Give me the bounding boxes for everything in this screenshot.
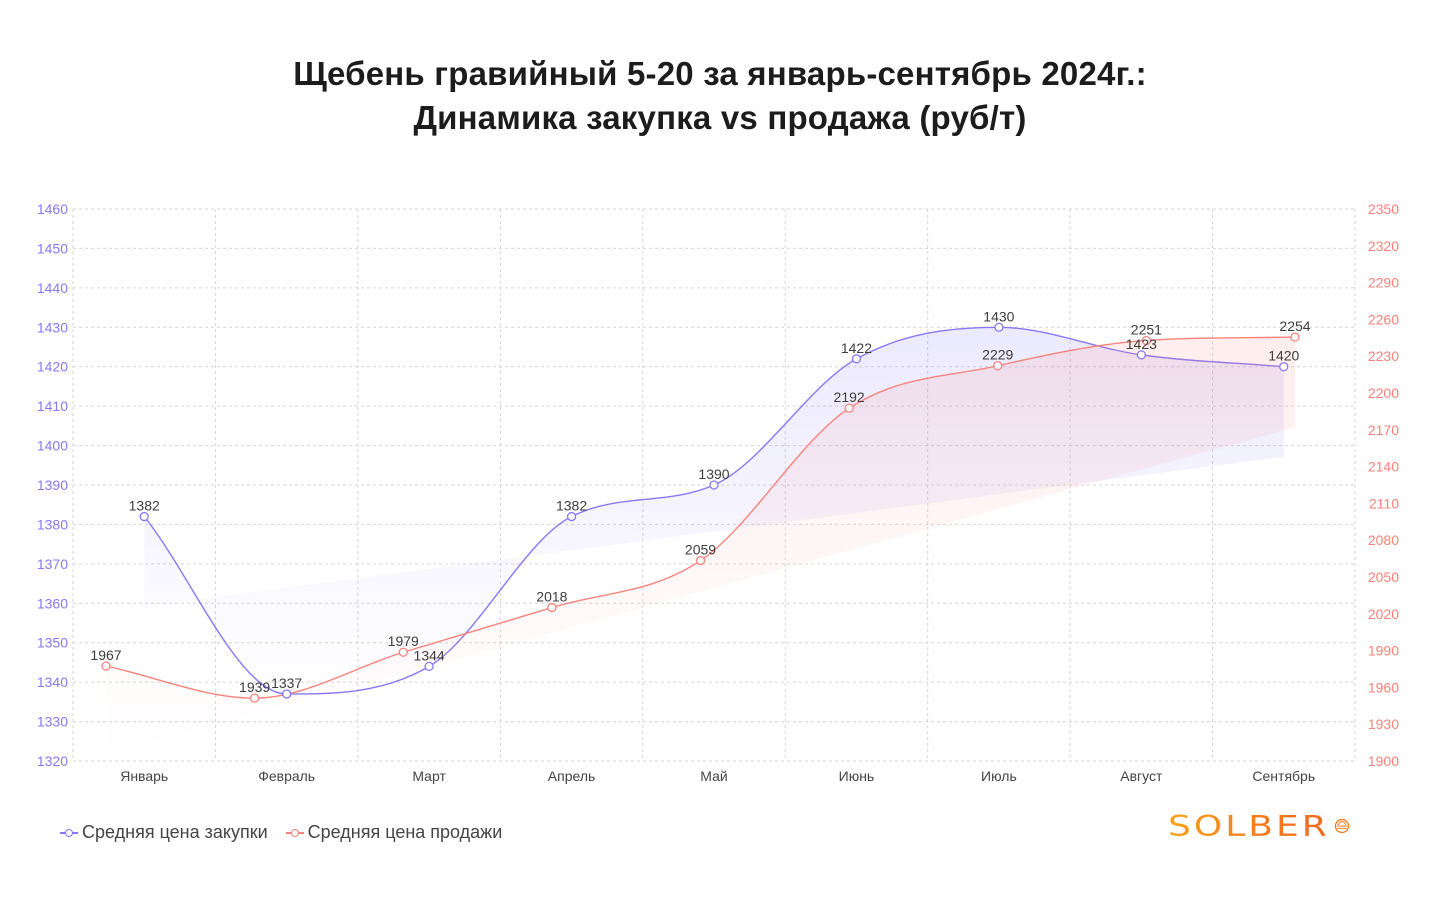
purchase-point[interactable] bbox=[709, 480, 719, 490]
y-left-tick-label: 1390 bbox=[37, 477, 68, 493]
y-axis-right: 2350 2320 2290 2260 2230 2200 2170 2140 2110 2080… bbox=[1368, 201, 1399, 769]
sale-line-marker-icon bbox=[285, 827, 304, 839]
sale-point[interactable] bbox=[1141, 335, 1152, 346]
sale-value-label: 2018 bbox=[536, 589, 567, 605]
y-right-tick-label: 1900 bbox=[1368, 753, 1399, 769]
y-right-tick-label: 1990 bbox=[1368, 643, 1399, 659]
sun-logo-icon bbox=[1334, 818, 1349, 834]
y-right-tick-label: 2110 bbox=[1369, 495, 1399, 511]
y-right-tick-label: 2050 bbox=[1368, 569, 1399, 585]
y-right-tick-label: 2080 bbox=[1368, 532, 1399, 548]
purchase-point[interactable] bbox=[424, 661, 434, 672]
sale-value-label: 2059 bbox=[685, 542, 716, 558]
sale-value-label: 2251 bbox=[1131, 322, 1162, 338]
legend: Средняя цена закупки Средняя цена продаж… bbox=[60, 822, 502, 843]
purchase-point[interactable] bbox=[139, 511, 149, 522]
purchase-value-label: 1344 bbox=[414, 647, 445, 663]
x-tick-label: Август bbox=[1120, 768, 1163, 784]
y-left-tick-label: 1350 bbox=[37, 635, 68, 651]
chart-title-line-2: Динамика закупка vs продажа (руб/т) bbox=[413, 99, 1027, 136]
y-left-tick-label: 1330 bbox=[37, 714, 68, 730]
x-tick-label: Июль bbox=[981, 768, 1017, 784]
legend-item-sale[interactable]: Средняя цена продажи bbox=[285, 822, 503, 843]
purchase-point[interactable] bbox=[282, 689, 292, 699]
y-left-tick-label: 1400 bbox=[37, 438, 68, 454]
grid-lines bbox=[72, 208, 1356, 762]
x-tick-label: Сентябрь bbox=[1252, 768, 1315, 784]
y-left-tick-label: 1340 bbox=[37, 674, 68, 690]
x-tick-label: Май bbox=[700, 768, 727, 784]
chart-title-line-1: Щебень гравийный 5-20 за январь-сентябрь… bbox=[293, 55, 1147, 92]
y-left-tick-label: 1360 bbox=[37, 595, 68, 611]
purchase-value-label: 1430 bbox=[983, 308, 1014, 324]
y-left-tick-label: 1450 bbox=[37, 240, 68, 256]
x-tick-label: Март bbox=[412, 768, 446, 784]
sale-value-label: 1939 bbox=[239, 679, 270, 695]
y-right-tick-label: 2260 bbox=[1368, 311, 1399, 327]
purchase-point[interactable] bbox=[566, 511, 577, 522]
y-left-tick-label: 1370 bbox=[37, 556, 68, 572]
sale-point[interactable] bbox=[993, 361, 1003, 371]
sale-value-label: 2192 bbox=[834, 389, 865, 405]
sale-value-label: 2254 bbox=[1279, 318, 1310, 334]
y-right-tick-label: 2140 bbox=[1368, 459, 1399, 475]
purchase-value-label: 1422 bbox=[841, 340, 872, 356]
purchase-point[interactable] bbox=[1279, 362, 1289, 372]
purchase-value-label: 1337 bbox=[271, 675, 302, 691]
legend-label-purchase: Средняя цена закупки bbox=[82, 822, 268, 842]
sale-point[interactable] bbox=[695, 555, 706, 566]
y-left-tick-label: 1420 bbox=[37, 359, 68, 375]
x-tick-label: Июнь bbox=[839, 768, 875, 784]
purchase-value-label: 1390 bbox=[698, 466, 729, 482]
sale-point[interactable] bbox=[547, 602, 557, 613]
y-right-tick-label: 2320 bbox=[1368, 238, 1399, 254]
y-right-tick-label: 1960 bbox=[1368, 679, 1399, 695]
x-tick-label: Январь bbox=[120, 768, 168, 784]
purchase-value-label: 1423 bbox=[1126, 336, 1157, 352]
sale-point[interactable] bbox=[101, 661, 111, 671]
purchase-point[interactable] bbox=[994, 322, 1004, 332]
y-right-tick-label: 2290 bbox=[1368, 275, 1399, 291]
legend-label-sale: Средняя цена продажи bbox=[307, 822, 503, 842]
purchase-point[interactable] bbox=[1136, 350, 1146, 360]
series-layer bbox=[101, 322, 1300, 756]
sale-point[interactable] bbox=[1290, 332, 1300, 342]
purchase-value-label: 1382 bbox=[129, 498, 160, 514]
y-left-tick-label: 1380 bbox=[37, 516, 68, 532]
y-right-tick-label: 2200 bbox=[1368, 385, 1399, 401]
sale-value-label: 1967 bbox=[90, 647, 121, 663]
sale-value-label: 1979 bbox=[388, 633, 419, 649]
data-labels: 1382 1337 1344 1382 1390 1422 1430 1423 1420 1967… bbox=[90, 308, 1310, 695]
solber-logo: SOLBER bbox=[1168, 812, 1350, 852]
purchase-value-label: 1420 bbox=[1268, 348, 1299, 364]
legend-item-purchase[interactable]: Средняя цена закупки bbox=[60, 822, 268, 843]
y-right-tick-label: 2170 bbox=[1368, 422, 1399, 438]
purchase-point[interactable] bbox=[851, 354, 862, 364]
y-axis-left: 1460 1450 1440 1430 1420 1410 1400 1390 1380 1370… bbox=[37, 201, 68, 769]
y-right-tick-label: 2350 bbox=[1368, 201, 1399, 217]
x-tick-label: Апрель bbox=[548, 768, 596, 784]
purchase-line-marker-icon bbox=[60, 827, 78, 839]
logo-text: SOLBER bbox=[1168, 811, 1330, 844]
y-left-tick-label: 1410 bbox=[37, 398, 68, 414]
y-left-tick-label: 1460 bbox=[37, 201, 68, 217]
x-tick-label: Февраль bbox=[258, 768, 315, 784]
sale-point[interactable] bbox=[844, 403, 854, 413]
sale-point[interactable] bbox=[249, 693, 260, 703]
y-right-tick-label: 2230 bbox=[1368, 348, 1399, 364]
chart-title: Щебень гравийный 5-20 за январь-сентябрь… bbox=[0, 52, 1440, 140]
sale-point[interactable] bbox=[398, 647, 408, 657]
y-right-tick-label: 1930 bbox=[1368, 716, 1399, 732]
y-right-tick-label: 2020 bbox=[1368, 606, 1399, 622]
y-left-tick-label: 1320 bbox=[37, 753, 68, 769]
y-left-tick-label: 1430 bbox=[37, 319, 68, 335]
y-left-tick-label: 1440 bbox=[37, 280, 68, 296]
x-axis: Январь Февраль Март Апрель Май Июнь Июль Август… bbox=[120, 768, 1315, 784]
purchase-value-label: 1382 bbox=[556, 498, 587, 514]
sale-value-label: 2229 bbox=[982, 347, 1013, 363]
